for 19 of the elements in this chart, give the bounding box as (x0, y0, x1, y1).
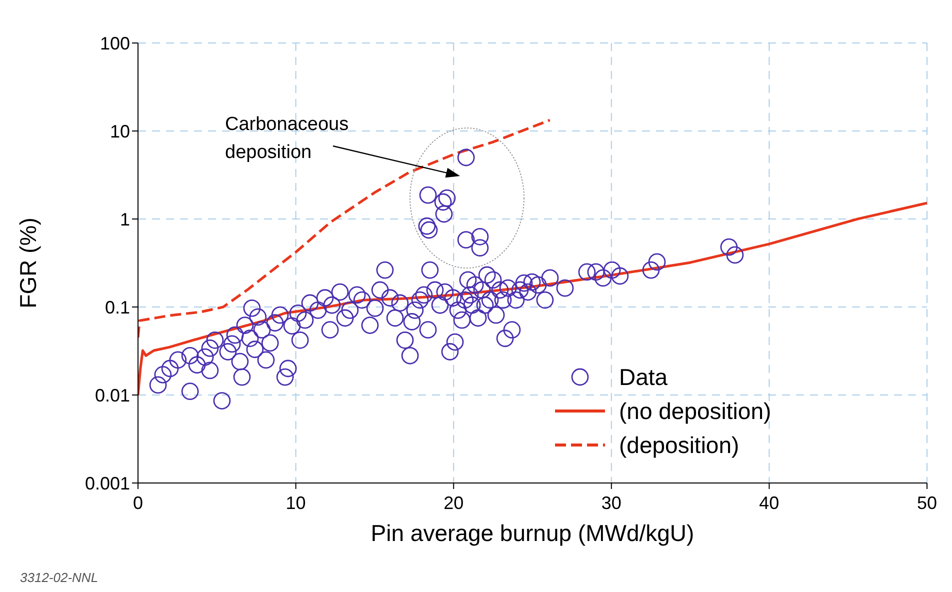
y-tick-label: 100 (100, 33, 130, 54)
x-axis-title: Pin average burnup (MWd/kgU) (370, 520, 694, 546)
y-tick-label: 10 (110, 121, 130, 142)
y-tick-label: 0.01 (94, 385, 130, 406)
legend-label: (no deposition) (619, 397, 772, 426)
annotation: Carbonaceous deposition (225, 114, 349, 163)
y-tick-label: 0.1 (104, 297, 130, 318)
x-tick-label: 20 (444, 493, 464, 513)
y-tick-label: 1 (120, 209, 130, 230)
legend-label: Data (619, 363, 668, 392)
y-axis-title: FGR (%) (15, 218, 42, 308)
x-tick-label: 10 (286, 493, 306, 513)
x-tick-label: 50 (916, 493, 938, 513)
x-tick-label: 40 (759, 493, 780, 513)
x-tick-label: 0 (132, 493, 144, 513)
x-tick-label: 30 (601, 493, 622, 513)
y-tick-label: 0.001 (84, 473, 130, 494)
text: 3312-02-NNL (20, 570, 98, 585)
legend-label: (deposition) (619, 431, 740, 460)
